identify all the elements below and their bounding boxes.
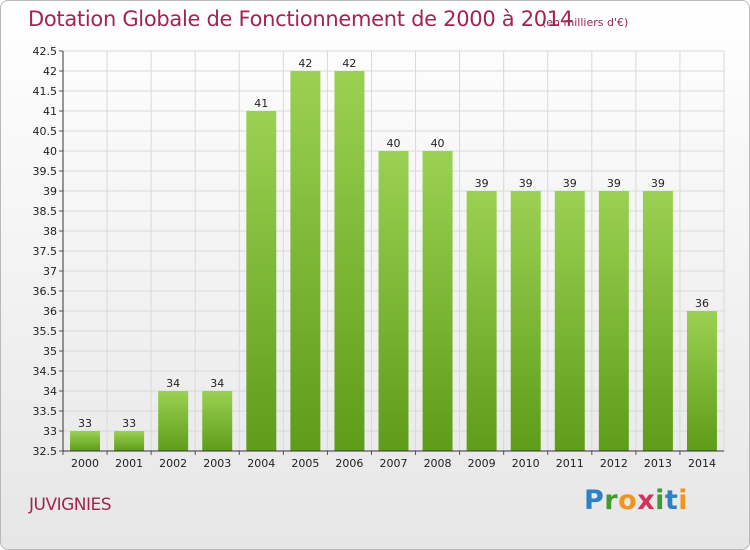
x-tick-label: 2009 bbox=[468, 457, 496, 470]
y-tick-label: 34.5 bbox=[33, 365, 58, 378]
x-tick-label: 2001 bbox=[115, 457, 143, 470]
bar-2011 bbox=[554, 191, 585, 451]
y-tick-label: 39 bbox=[43, 185, 57, 198]
y-tick-label: 42 bbox=[43, 65, 57, 78]
x-tick-label: 2012 bbox=[600, 457, 628, 470]
x-tick-label: 2000 bbox=[71, 457, 99, 470]
y-tick-label: 36.5 bbox=[33, 285, 58, 298]
x-tick-label: 2014 bbox=[688, 457, 716, 470]
x-tick-label: 2010 bbox=[512, 457, 540, 470]
x-tick-label: 2011 bbox=[556, 457, 584, 470]
data-label: 42 bbox=[342, 57, 356, 70]
data-label: 34 bbox=[166, 377, 180, 390]
y-tick-label: 41 bbox=[43, 105, 57, 118]
data-label: 39 bbox=[475, 177, 489, 190]
y-tick-label: 35.5 bbox=[33, 325, 58, 338]
data-label: 39 bbox=[563, 177, 577, 190]
data-label: 34 bbox=[210, 377, 224, 390]
x-tick-label: 2002 bbox=[159, 457, 187, 470]
bar-2009 bbox=[466, 191, 497, 451]
data-label: 39 bbox=[607, 177, 621, 190]
y-tick-label: 34 bbox=[43, 385, 57, 398]
y-tick-label: 38 bbox=[43, 225, 57, 238]
data-label: 40 bbox=[431, 137, 445, 150]
bar-2005 bbox=[290, 71, 321, 451]
bar-2003 bbox=[202, 391, 233, 451]
bar-2014 bbox=[686, 311, 717, 451]
labels: 32.5 33 33.5 34 34.5 35 35.5 36 36.5 37 37.5 38 38.5… bbox=[33, 45, 716, 470]
data-label: 39 bbox=[519, 177, 533, 190]
y-tick-label: 37 bbox=[43, 265, 57, 278]
y-tick-label: 36 bbox=[43, 305, 57, 318]
bars bbox=[70, 71, 717, 451]
x-tick-label: 2007 bbox=[380, 457, 408, 470]
y-tick-label: 39.5 bbox=[33, 165, 58, 178]
y-tick-label: 35 bbox=[43, 345, 57, 358]
data-label: 40 bbox=[387, 137, 401, 150]
bar-2013 bbox=[642, 191, 673, 451]
y-tick-label: 33.5 bbox=[33, 405, 58, 418]
bar-2008 bbox=[422, 151, 453, 451]
y-tick-label: 33 bbox=[43, 425, 57, 438]
data-label: 39 bbox=[651, 177, 665, 190]
data-label: 41 bbox=[254, 97, 268, 110]
y-tick-label: 40.5 bbox=[33, 125, 58, 138]
bar-2007 bbox=[378, 151, 409, 451]
x-tick-label: 2003 bbox=[203, 457, 231, 470]
y-tick-label: 40 bbox=[43, 145, 57, 158]
chart-title: Dotation Globale de Fonctionnement de 20… bbox=[28, 7, 573, 31]
commune-name: JUVIGNIES bbox=[29, 495, 112, 515]
data-label: 33 bbox=[122, 417, 136, 430]
bar-2004 bbox=[246, 111, 277, 451]
bar-2010 bbox=[510, 191, 541, 451]
y-tick-label: 41.5 bbox=[33, 85, 58, 98]
x-tick-label: 2008 bbox=[424, 457, 452, 470]
bar-2001 bbox=[114, 431, 145, 451]
bar-2002 bbox=[158, 391, 189, 451]
y-tick-label: 37.5 bbox=[33, 245, 58, 258]
x-tick-label: 2005 bbox=[291, 457, 319, 470]
y-tick-label: 32.5 bbox=[33, 445, 58, 458]
bar-2006 bbox=[334, 71, 365, 451]
y-tick-label: 38.5 bbox=[33, 205, 58, 218]
data-label: 42 bbox=[298, 57, 312, 70]
y-tick-label: 42.5 bbox=[33, 45, 58, 58]
proxiti-logo: Proxiti bbox=[584, 485, 689, 516]
x-tick-label: 2013 bbox=[644, 457, 672, 470]
bar-2012 bbox=[598, 191, 629, 451]
x-tick-label: 2006 bbox=[335, 457, 363, 470]
bar-2000 bbox=[70, 431, 101, 451]
chart-unit: (en milliers d'€) bbox=[542, 16, 629, 29]
data-label: 36 bbox=[695, 297, 709, 310]
x-tick-label: 2004 bbox=[247, 457, 275, 470]
data-label: 33 bbox=[78, 417, 92, 430]
axes bbox=[59, 50, 724, 455]
